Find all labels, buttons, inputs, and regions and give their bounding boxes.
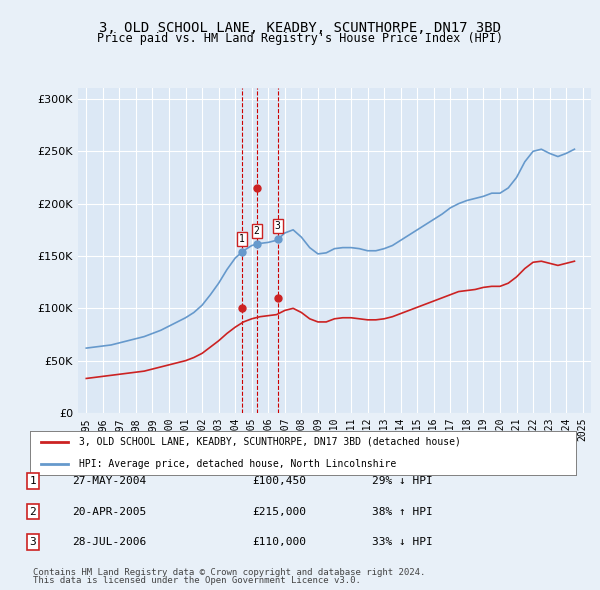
Text: Price paid vs. HM Land Registry's House Price Index (HPI): Price paid vs. HM Land Registry's House … (97, 32, 503, 45)
Text: 2: 2 (29, 507, 37, 516)
Text: 38% ↑ HPI: 38% ↑ HPI (372, 507, 433, 516)
Text: 3: 3 (29, 537, 37, 547)
Text: 3, OLD SCHOOL LANE, KEADBY, SCUNTHORPE, DN17 3BD: 3, OLD SCHOOL LANE, KEADBY, SCUNTHORPE, … (99, 21, 501, 35)
Text: 28-JUL-2006: 28-JUL-2006 (72, 537, 146, 547)
Text: 3: 3 (275, 221, 281, 231)
Text: 1: 1 (29, 476, 37, 486)
Text: 2: 2 (254, 226, 260, 236)
Text: 1: 1 (239, 234, 245, 244)
Text: 33% ↓ HPI: 33% ↓ HPI (372, 537, 433, 547)
Text: £100,450: £100,450 (252, 476, 306, 486)
Text: Contains HM Land Registry data © Crown copyright and database right 2024.: Contains HM Land Registry data © Crown c… (33, 568, 425, 577)
Text: HPI: Average price, detached house, North Lincolnshire: HPI: Average price, detached house, Nort… (79, 459, 397, 469)
Text: 20-APR-2005: 20-APR-2005 (72, 507, 146, 516)
Text: 3, OLD SCHOOL LANE, KEADBY, SCUNTHORPE, DN17 3BD (detached house): 3, OLD SCHOOL LANE, KEADBY, SCUNTHORPE, … (79, 437, 461, 447)
Text: This data is licensed under the Open Government Licence v3.0.: This data is licensed under the Open Gov… (33, 576, 361, 585)
Text: £110,000: £110,000 (252, 537, 306, 547)
Text: 27-MAY-2004: 27-MAY-2004 (72, 476, 146, 486)
Text: £215,000: £215,000 (252, 507, 306, 516)
Text: 29% ↓ HPI: 29% ↓ HPI (372, 476, 433, 486)
